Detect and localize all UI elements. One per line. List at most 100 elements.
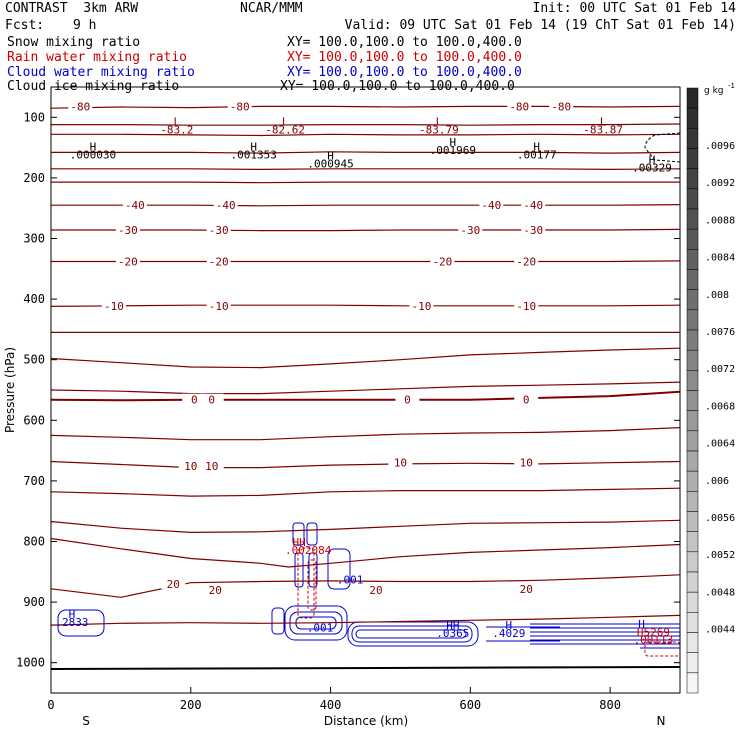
temperature-contour-8 xyxy=(51,260,681,263)
colorbar-label-9: .006 xyxy=(705,476,729,487)
colorbar-swatch-0 xyxy=(686,87,699,109)
temp-label-bg-15 xyxy=(514,255,539,267)
temp-label-27: 10 xyxy=(520,457,533,470)
temp-label-1: -80 xyxy=(230,100,250,113)
temp-label-13: -20 xyxy=(209,256,229,269)
colorbar-swatch-24 xyxy=(686,571,699,593)
extremum-label-31: H5269 xyxy=(637,626,670,639)
colorbar-swatch-2 xyxy=(686,128,699,149)
colorbar-unit: g kg xyxy=(704,86,724,96)
colorbar-swatch-11 xyxy=(686,309,699,331)
temp-label-26: 10 xyxy=(394,457,407,470)
temp-label-23: 0 xyxy=(523,394,530,407)
colorbar-label-7: .0068 xyxy=(705,401,735,412)
extremum-label-30: H xyxy=(638,618,645,631)
extremum-label-1: -83.2 xyxy=(160,123,193,136)
colorbar-label-4: .008 xyxy=(705,290,729,301)
extremum-label-17: .00177 xyxy=(517,148,557,161)
colorbar-swatch-6 xyxy=(686,208,699,230)
extremum-label-29: .4029 xyxy=(492,627,525,640)
temp-label-bg-31 xyxy=(514,582,539,594)
extremum-label-18: H xyxy=(649,154,656,167)
extremum-label-3: -82.62 xyxy=(265,123,305,136)
temp-label-24: 10 xyxy=(184,460,197,473)
ice-dashed-contour xyxy=(644,132,681,163)
temp-label-bg-2 xyxy=(507,100,532,112)
temp-label-18: -10 xyxy=(411,300,431,313)
extremum-label-14: H xyxy=(450,136,457,149)
temp-label-10: -30 xyxy=(460,224,480,237)
temperature-contour-14 xyxy=(50,427,681,441)
temp-label-7: -40 xyxy=(523,199,543,212)
south-label: S xyxy=(82,714,90,728)
colorbar-label-10: .0056 xyxy=(705,513,735,524)
temperature-contour-13 xyxy=(50,390,681,402)
x-tick-label-0: 0 xyxy=(47,698,54,712)
temperature-contour-1 xyxy=(51,123,681,126)
extremum-label-21: .2833 xyxy=(55,616,88,629)
temp-label-29: 20 xyxy=(209,584,222,597)
extrema-labels: L-83.2L-82.62L-83.79L-83.87H.000030H.001… xyxy=(55,116,673,647)
colorbar-swatch-29 xyxy=(686,672,699,694)
colorbar-swatch-9 xyxy=(686,269,699,290)
colorbar-swatch-27 xyxy=(686,632,699,653)
temp-label-21: 0 xyxy=(208,394,215,407)
temp-label-3: -80 xyxy=(551,100,571,113)
extremum-label-28: H xyxy=(505,619,512,632)
colorbar-swatch-10 xyxy=(686,289,699,311)
temp-label-bg-18 xyxy=(409,299,434,311)
temperature-contour-9 xyxy=(50,304,681,307)
temp-label-2: -80 xyxy=(509,100,529,113)
colorbar-label-1: .0092 xyxy=(705,178,735,189)
colorbar-swatch-19 xyxy=(686,470,699,492)
temp-label-bg-5 xyxy=(213,199,238,211)
colorbar-swatch-14 xyxy=(686,370,699,391)
temp-label-bg-9 xyxy=(206,224,231,236)
temperature-contour-6 xyxy=(51,204,681,207)
temp-label-bg-13 xyxy=(206,255,231,267)
temp-label-bg-24 xyxy=(178,459,203,471)
temp-label-bg-23 xyxy=(514,393,539,405)
extremum-label-9: .000030 xyxy=(70,148,116,161)
colorbar-label-12: .0048 xyxy=(705,587,735,598)
colorbar-swatch-12 xyxy=(686,329,699,351)
colorbar-unit-exponent: -1 xyxy=(728,82,735,90)
colorbar-label-5: .0076 xyxy=(705,327,735,338)
temp-label-bg-20 xyxy=(182,393,207,405)
temperature-contour-16 xyxy=(50,487,681,497)
temp-label-4: -40 xyxy=(125,199,145,212)
extremum-label-16: H xyxy=(533,140,540,153)
extremum-label-12: H xyxy=(327,149,334,162)
temp-label-bg-7 xyxy=(521,199,546,211)
y-tick-label-7: 800 xyxy=(23,535,45,549)
field-name-snow: Snow mixing ratio xyxy=(7,35,141,50)
extremum-label-22: .001 xyxy=(337,574,364,587)
extremum-label-13: .000945 xyxy=(307,157,353,170)
extremum-label-23: .001 xyxy=(307,622,334,635)
extremum-label-32: .00113 xyxy=(634,634,674,647)
colorbar-swatch-1 xyxy=(686,107,699,129)
colorbar-swatch-15 xyxy=(686,390,699,411)
colorbar-swatch-28 xyxy=(686,652,699,674)
temp-label-16: -10 xyxy=(104,300,124,313)
field-name-cloud-water: Cloud water mixing ratio xyxy=(7,65,195,80)
y-axis-label: Pressure (hPa) xyxy=(3,347,17,433)
temp-label-bg-6 xyxy=(479,199,504,211)
temp-label-28: 20 xyxy=(167,578,180,591)
colorbar-swatch-26 xyxy=(686,612,699,633)
colorbar-swatch-21 xyxy=(686,511,699,532)
colorbar-swatch-25 xyxy=(686,591,699,613)
temperature-contour-labels: -80 -80 -80 -80-40 -40 -40 -40-30 -30 -30 -30-20-… xyxy=(68,100,574,597)
colorbar-swatch-22 xyxy=(686,531,699,553)
extremum-label-4: L xyxy=(436,116,443,129)
temp-label-14: -20 xyxy=(432,256,452,269)
temp-label-30: 20 xyxy=(369,584,382,597)
colorbar-swatch-4 xyxy=(686,168,699,190)
colorbar-swatch-8 xyxy=(686,249,699,270)
temp-label-bg-25 xyxy=(199,459,224,471)
temp-label-bg-21 xyxy=(199,393,224,405)
y-tick-label-5: 600 xyxy=(23,413,45,427)
plot-frame xyxy=(50,86,681,694)
